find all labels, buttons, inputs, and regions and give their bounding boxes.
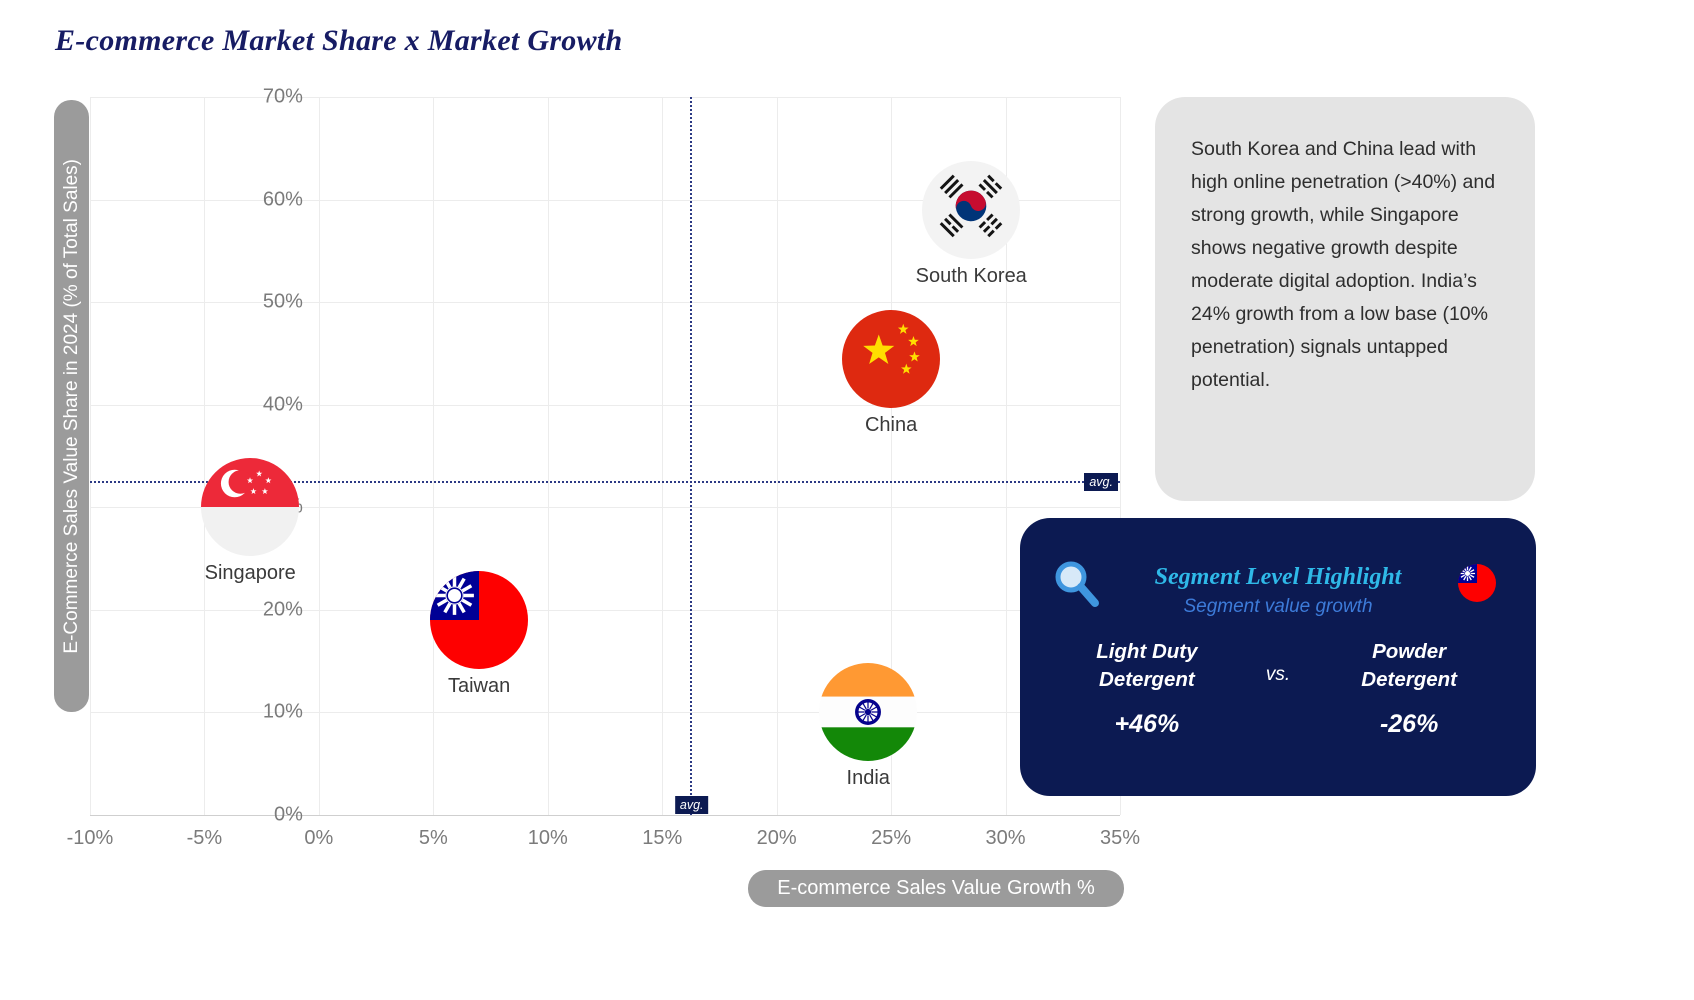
data-point-taiwan [430,571,529,670]
y-tick-label: 20% [262,598,303,621]
y-tick-label: 40% [262,393,303,416]
segment-left-value: +46% [1114,710,1180,738]
insight-box: South Korea and China lead with high onl… [1155,97,1535,501]
y-tick-label: 70% [262,85,303,108]
gridline-horizontal [90,507,1120,509]
x-tick-label: 5% [418,827,448,849]
x-tick-label: -5% [186,827,223,849]
gridline-horizontal [90,609,1120,611]
data-point-label-south-korea: South Korea [915,264,1027,287]
gridline-vertical [433,97,435,815]
avg-label-vertical: avg. [674,796,709,814]
y-axis-label: E-Commerce Sales Value Share in 2024 (% … [60,158,82,654]
data-point-china [842,309,941,408]
insight-text: South Korea and China lead with high onl… [1191,138,1496,391]
taiwan-flag-icon [1458,564,1496,602]
gridline-horizontal [90,97,1120,98]
magnifier-icon [1050,558,1104,612]
gridline-vertical [1120,97,1121,815]
gridline-vertical [891,97,893,815]
x-tick-label: 25% [871,827,912,849]
x-axis-label: E-commerce Sales Value Growth % [777,877,1095,899]
gridline-horizontal [90,199,1120,201]
gridline-vertical [1005,97,1007,815]
data-point-label-china: China [864,413,918,436]
segment-highlight-card: Segment Level Highlight Segment value gr… [1020,518,1536,796]
plot-area: -10%-5%0%5%10%15%20%25%30%35%0%10%20%30%… [67,86,1140,850]
x-axis-label-pill: E-commerce Sales Value Growth % [748,870,1124,907]
y-tick-label: 60% [262,188,303,211]
data-point-label-taiwan: Taiwan [447,675,511,698]
gridline-horizontal [90,712,1120,714]
y-axis-label-pill: E-Commerce Sales Value Share in 2024 (% … [54,100,89,712]
gridline-horizontal [90,302,1120,304]
page-title: E-commerce Market Share x Market Growth [55,24,623,57]
segment-right: Powder Detergent -26% [1324,638,1494,739]
x-tick-label: 15% [642,827,683,849]
gridline-vertical [776,97,778,815]
x-tick-label: 0% [304,827,334,849]
segment-comparison-row: Light Duty Detergent +46% vs. Powder Det… [1020,638,1536,739]
gridline-horizontal [90,404,1120,406]
x-tick-label: 10% [527,827,568,849]
gridline-vertical [547,97,549,815]
highlight-subtitle: Segment value growth [1183,596,1373,617]
gridline-vertical [318,97,320,815]
data-point-south-korea [922,160,1021,259]
segment-left: Light Duty Detergent +46% [1062,638,1232,739]
y-tick-label: 0% [273,803,303,826]
gridline-vertical [204,97,206,815]
segment-right-value: -26% [1379,710,1439,738]
highlight-title: Segment Level Highlight [1154,564,1402,590]
data-point-singapore [201,458,300,557]
y-tick-label: 50% [262,290,303,313]
gridline-horizontal [90,815,1120,816]
vs-label: vs. [1265,664,1291,685]
segment-right-label: Powder Detergent [1361,640,1457,691]
x-tick-label: -10% [66,827,114,849]
data-point-india [819,663,918,762]
y-tick-label: 10% [262,700,303,723]
segment-left-label: Light Duty Detergent [1096,640,1198,691]
x-tick-label: 20% [756,827,797,849]
avg-label-horizontal: avg. [1084,472,1118,491]
x-tick-label: 30% [985,827,1026,849]
average-line-vertical: avg. [674,97,709,815]
data-point-label-singapore: Singapore [204,562,296,585]
gridline-vertical [90,97,91,815]
average-line-horizontal: avg. [90,472,1120,491]
data-point-label-india: India [846,767,890,790]
gridline-vertical [662,97,664,815]
x-tick-label: 35% [1099,827,1141,849]
